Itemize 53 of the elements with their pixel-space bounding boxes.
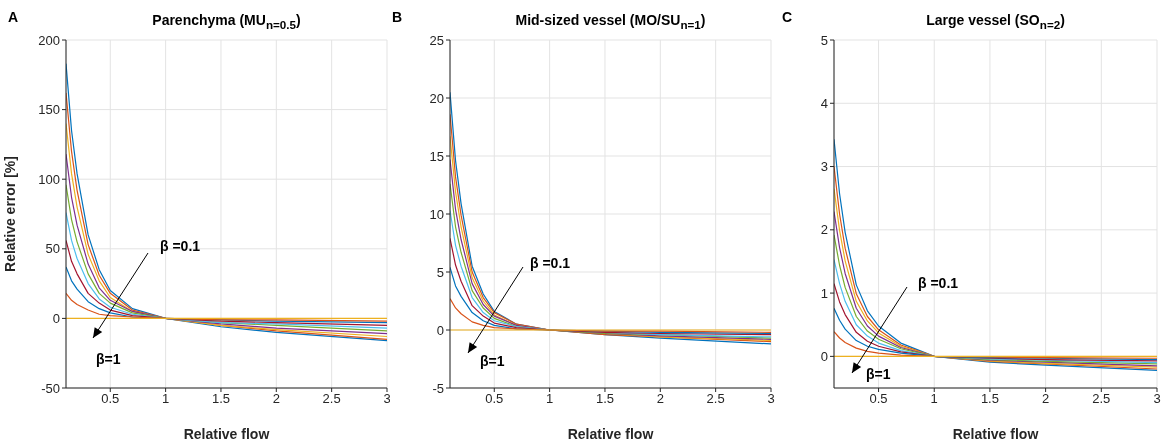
y-tick-label: 20	[429, 90, 444, 106]
x-tick-label: 2	[272, 391, 280, 407]
x-axis-title: Relative flow	[952, 426, 1039, 442]
x-tick-label: 1	[162, 391, 170, 407]
y-tick-label: 10	[429, 206, 444, 222]
chart-title: Parenchyma (MU$_{n=0.5}$)	[151, 12, 302, 31]
text: B	[392, 9, 403, 25]
y-tick-label: 0	[436, 322, 444, 338]
annotation: β=1	[480, 353, 505, 369]
x-axis-title: Relative flow	[183, 426, 270, 442]
y-tick-label: 5	[436, 264, 444, 280]
x-tick-label: 1.5	[980, 391, 999, 407]
y-axis-title: Relative error [%]	[1, 156, 18, 272]
chart-title: Large vessel (SO$_{n=2}$)	[925, 12, 1066, 31]
x-tick-label: 2	[656, 391, 664, 407]
chart-title: Mid-sized vessel (MO/SU$_{n=1}$)	[514, 12, 707, 31]
x-tick-label: 3	[1153, 391, 1161, 407]
y-tick-label: 0	[820, 348, 828, 364]
y-tick-label: 150	[38, 102, 60, 118]
x-tick-label: 1.5	[595, 391, 614, 407]
annotation: β=1	[96, 351, 121, 367]
y-tick-label: 100	[38, 171, 60, 187]
y-tick-label: 15	[429, 148, 444, 164]
x-tick-label: 1.5	[211, 391, 230, 407]
x-tick-label: 3	[383, 391, 391, 407]
y-tick-label: 0	[52, 311, 60, 327]
y-tick-label: 4	[820, 95, 828, 111]
x-tick-label: 2.5	[322, 391, 341, 407]
x-tick-label: 0.5	[101, 391, 120, 407]
annotation: β =0.1	[530, 255, 571, 271]
y-tick-label: 200	[38, 32, 60, 48]
x-tick-label: 2	[1042, 391, 1050, 407]
x-tick-label: 0.5	[485, 391, 504, 407]
text: A	[8, 9, 19, 25]
y-tick-label: 25	[429, 32, 444, 48]
y-tick-label: -5	[432, 380, 444, 396]
x-tick-label: 2.5	[1092, 391, 1111, 407]
annotation: β =0.1	[160, 238, 201, 254]
y-tick-label: 3	[820, 159, 828, 175]
x-tick-label: 0.5	[869, 391, 888, 407]
x-axis-title: Relative flow	[567, 426, 654, 442]
y-tick-label: 1	[820, 285, 828, 301]
text: C	[782, 9, 793, 25]
y-tick-label: 5	[820, 32, 828, 48]
x-tick-label: 1	[930, 391, 938, 407]
y-tick-label: 50	[45, 241, 60, 257]
annotation: β =0.1	[918, 275, 959, 291]
x-tick-label: 1	[546, 391, 554, 407]
annotation: β=1	[866, 366, 891, 382]
y-tick-label: 2	[820, 222, 828, 238]
x-tick-label: 3	[767, 391, 775, 407]
x-tick-label: 2.5	[706, 391, 725, 407]
y-tick-label: -50	[41, 380, 60, 396]
